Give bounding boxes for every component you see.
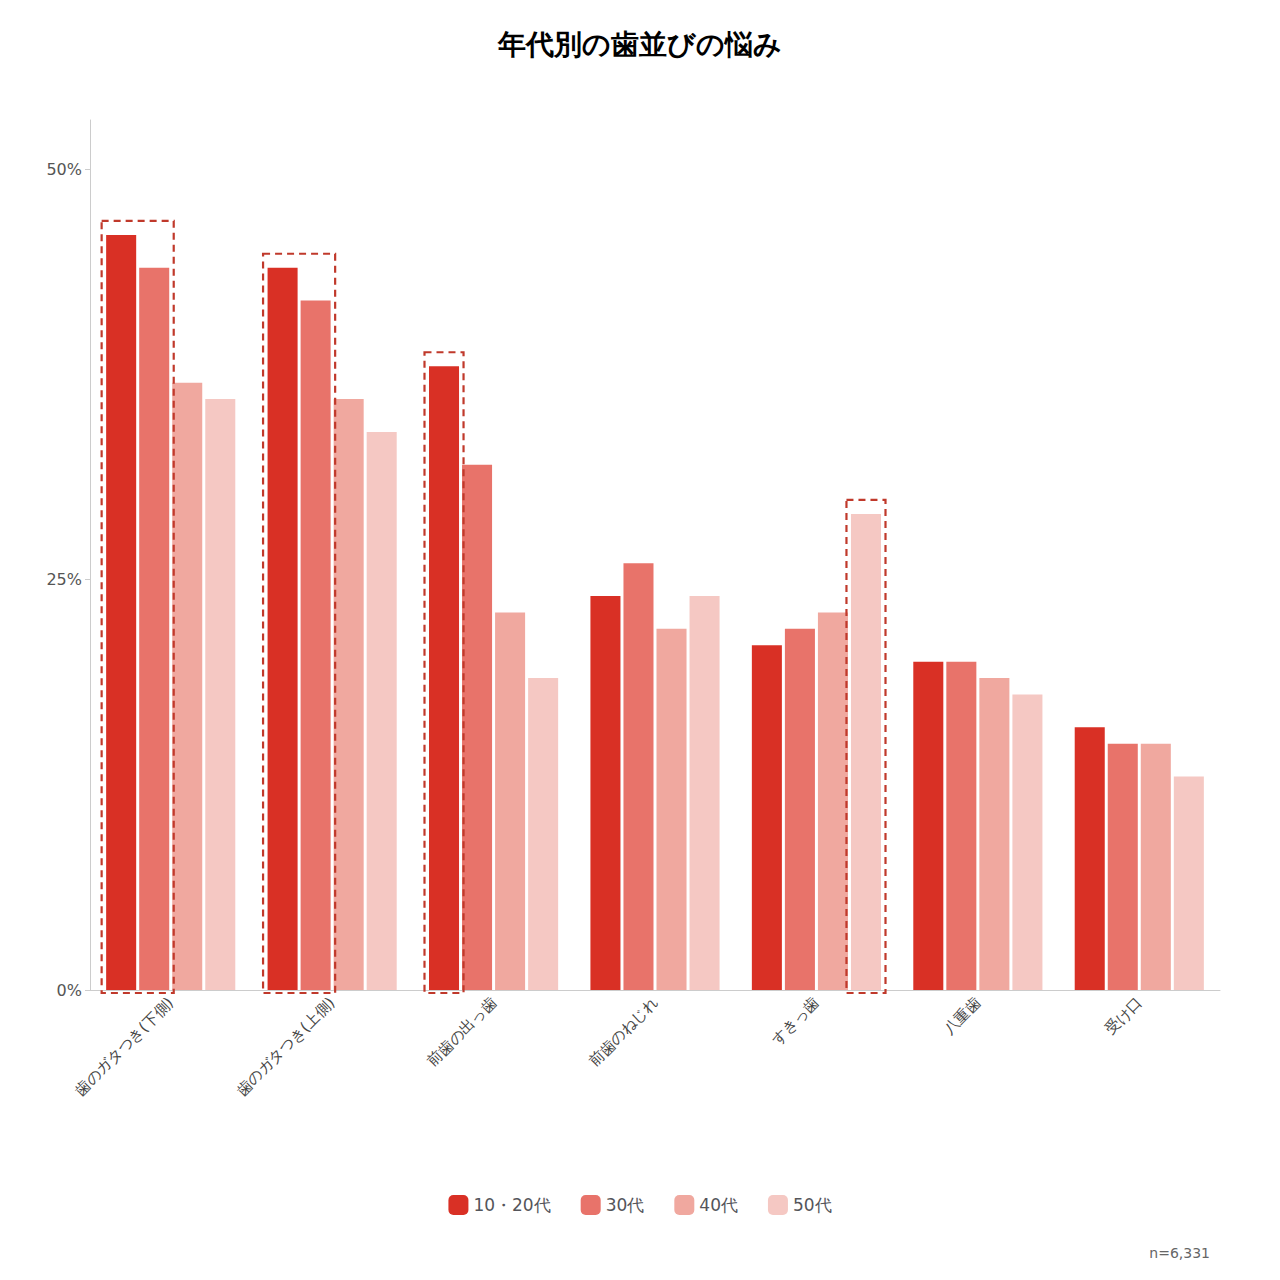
svg-text:歯のガタつき(下側): 歯のガタつき(下側) (71, 994, 177, 1100)
svg-text:すきっ歯: すきっ歯 (768, 994, 823, 1049)
svg-text:前歯の出っ歯: 前歯の出っ歯 (424, 994, 500, 1070)
svg-text:10・20代: 10・20代 (473, 1195, 550, 1215)
svg-text:歯のガタつき(上側): 歯のガタつき(上側) (233, 994, 339, 1100)
svg-text:年代別の歯並びの悩み: 年代別の歯並びの悩み (497, 28, 782, 61)
svg-text:前歯のねじれ: 前歯のねじれ (585, 994, 661, 1070)
svg-text:40代: 40代 (699, 1195, 738, 1215)
svg-text:50%: 50% (46, 160, 82, 179)
svg-text:0%: 0% (57, 981, 82, 1000)
svg-text:受け口: 受け口 (1101, 994, 1146, 1039)
svg-text:50代: 50代 (793, 1195, 832, 1215)
svg-text:25%: 25% (46, 570, 82, 589)
svg-text:八重歯: 八重歯 (940, 994, 985, 1039)
svg-text:30代: 30代 (606, 1195, 645, 1215)
svg-text:n=6,331: n=6,331 (1149, 1245, 1210, 1261)
